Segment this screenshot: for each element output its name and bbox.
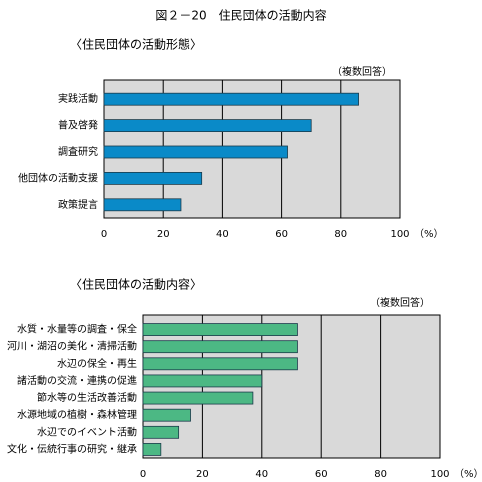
x-tick-label: 0 — [140, 469, 146, 480]
bar — [103, 198, 182, 212]
y-tick-label: 節水等の生活改善活動 — [37, 391, 137, 404]
bar — [142, 391, 254, 405]
chart-title: 〈住民団体の活動内容〉 — [70, 277, 202, 292]
bar — [103, 119, 312, 132]
note: （複数回答） — [370, 296, 430, 309]
bar — [142, 340, 298, 354]
x-tick-label: 100 — [390, 229, 409, 240]
y-tick-label: 水辺でのイベント活動 — [37, 425, 137, 438]
y-tick-label: 実践活動 — [58, 92, 98, 105]
bar — [142, 443, 162, 456]
x-tick-label: 40 — [255, 469, 268, 480]
bar — [142, 425, 180, 439]
x-tick-label: 20 — [157, 229, 170, 240]
x-tick-label: 0 — [101, 229, 107, 240]
x-tick-label: 20 — [196, 469, 209, 480]
x-tick-label: 100 — [430, 469, 449, 480]
y-tick-label: 水質・水量等の調査・保全 — [17, 323, 137, 336]
bar — [103, 171, 203, 185]
x-tick-label: 40 — [216, 229, 229, 240]
bar — [142, 323, 298, 336]
note: （複数回答） — [332, 65, 392, 78]
y-tick-label: 河川・湖沼の美化・清掃活動 — [7, 340, 137, 353]
bar — [142, 374, 263, 388]
bar — [142, 408, 191, 422]
unit-label: （%） — [414, 228, 444, 240]
bar — [103, 92, 359, 106]
y-tick-label: 普及啓発 — [58, 119, 98, 132]
unit-label: （%） — [454, 468, 482, 480]
y-tick-label: 水源地域の植樹・森林管理 — [17, 408, 137, 421]
y-tick-label: 文化・伝統行事の研究・継承 — [7, 442, 137, 455]
x-tick-label: 80 — [374, 469, 387, 480]
bar — [103, 145, 288, 159]
x-tick-label: 80 — [334, 229, 347, 240]
y-tick-label: 政策提言 — [58, 198, 98, 211]
bar — [142, 357, 298, 371]
y-tick-label: 他団体の活動支援 — [18, 171, 98, 184]
y-tick-label: 諸活動の交流・連携の促進 — [17, 374, 137, 387]
y-tick-label: 調査研究 — [58, 145, 98, 158]
chart-title: 〈住民団体の活動形態〉 — [70, 37, 202, 52]
x-tick-label: 60 — [275, 229, 288, 240]
x-tick-label: 60 — [315, 469, 328, 480]
y-tick-label: 水辺の保全・再生 — [57, 357, 137, 370]
figure-title: 図２－20 住民団体の活動内容 — [155, 8, 326, 23]
